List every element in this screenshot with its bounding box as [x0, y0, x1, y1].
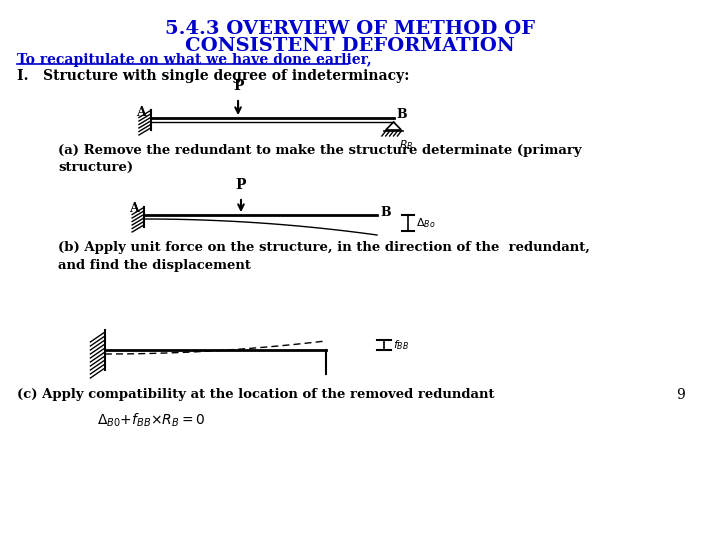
Text: B: B: [397, 107, 407, 120]
Text: 9: 9: [676, 388, 685, 402]
Text: A: A: [136, 105, 145, 118]
Text: $R_B$: $R_B$: [400, 138, 414, 152]
Text: A: A: [129, 202, 139, 215]
Text: $\Delta_{Bo}$: $\Delta_{Bo}$: [416, 216, 436, 230]
Text: (b) Apply unit force on the structure, in the direction of the  redundant,
and f: (b) Apply unit force on the structure, i…: [58, 241, 590, 272]
Text: $f_{BB}$: $f_{BB}$: [392, 338, 409, 352]
Text: B: B: [380, 206, 390, 219]
Text: 5.4.3 OVERVIEW OF METHOD OF: 5.4.3 OVERVIEW OF METHOD OF: [165, 20, 535, 38]
Text: P: P: [233, 79, 243, 93]
Text: CONSISTENT DEFORMATION: CONSISTENT DEFORMATION: [185, 37, 515, 55]
Text: (c) Apply compatibility at the location of the removed redundant: (c) Apply compatibility at the location …: [17, 388, 495, 401]
Text: (a) Remove the redundant to make the structure determinate (primary
structure): (a) Remove the redundant to make the str…: [58, 144, 582, 175]
Text: I.   Structure with single degree of indeterminacy:: I. Structure with single degree of indet…: [17, 69, 410, 83]
Text: $\Delta_{B0}$$+f_{BB}$$\times R_B=0$: $\Delta_{B0}$$+f_{BB}$$\times R_B=0$: [97, 412, 205, 429]
Text: To recapitulate on what we have done earlier,: To recapitulate on what we have done ear…: [17, 53, 372, 67]
Text: P: P: [235, 178, 246, 192]
